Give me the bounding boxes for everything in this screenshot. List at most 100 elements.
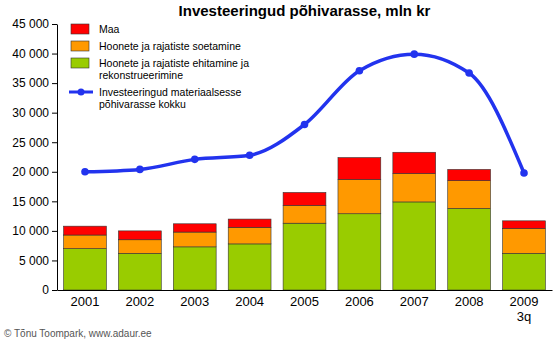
y-tick-mark [52,24,57,25]
x-axis: 2001 2002 2003 2004 2005 2006 2007 2008 20093q [58,290,553,324]
legend-symbol-marker [78,89,85,96]
y-tick: 10 000 [12,224,57,238]
legend-item: Maa [71,23,120,35]
x-tick: 2002 [125,290,154,309]
y-tick: 25 000 [12,136,57,150]
legend-symbol [71,24,89,34]
legend-label: Hoonete ja rajatiste soetamine [99,40,241,52]
x-tick-label: 2005 [290,294,319,309]
line-marker [246,151,254,159]
bar [283,192,326,205]
x-tick-label: 20093q [510,294,539,324]
bar [393,174,436,202]
bar [173,247,216,290]
x-tick-label-line: 3q [517,309,531,324]
bar [118,231,161,240]
y-tick-mark [52,113,57,114]
y-tick-label: 45 000 [12,17,49,31]
bar [338,158,381,180]
y-tick-mark [52,83,57,84]
x-tick: 2006 [345,290,374,309]
bar-series [64,174,546,254]
y-tick-label: 20 000 [12,165,49,179]
y-tick-mark [52,54,57,55]
x-tick: 2004 [235,290,264,309]
bar [228,227,271,244]
x-tick: 20093q [510,290,539,324]
legend-label-line: Maa [99,23,120,35]
legend-item: Hoonete ja rajatiste soetamine [71,40,241,52]
x-tick: 2005 [290,290,319,309]
x-tick-label-line: 2003 [180,294,209,309]
x-tick-label-line: 2006 [345,294,374,309]
y-tick: 30 000 [12,106,57,120]
line-marker [410,50,418,58]
bar [228,244,271,290]
y-tick-mark [52,260,57,261]
x-tick: 2001 [71,290,100,309]
legend-label-line: Investeeringud materiaalsesse [99,86,242,98]
y-tick: 5 000 [19,254,57,268]
line-marker [301,121,309,129]
bar [283,205,326,223]
bar-series [64,202,546,290]
x-tick: 2007 [400,290,429,309]
x-tick-label: 2007 [400,294,429,309]
x-tick: 2008 [455,290,484,309]
y-tick-label: 0 [42,283,49,297]
legend: Maa Hoonete ja rajatiste soetamine Hoonete… [69,23,249,110]
y-tick: 15 000 [12,195,57,209]
bar [338,214,381,290]
bar [64,235,107,249]
x-tick-label: 2003 [180,294,209,309]
x-tick-label: 2006 [345,294,374,309]
bar [228,219,271,227]
bar [503,229,546,254]
x-axis-line [58,290,553,291]
y-tick: 35 000 [12,76,57,90]
bar [173,232,216,247]
y-tick-mark [52,142,57,143]
bar [64,226,107,235]
x-tick-label-line: 2007 [400,294,429,309]
x-tick-label-line: 2001 [71,294,100,309]
legend-label-line: Hoonete ja rajatiste ehitamine ja [99,57,249,69]
x-tick-label: 2004 [235,294,264,309]
y-tick-label: 30 000 [12,106,49,120]
y-tick-mark [52,290,57,291]
legend-label-line: Hoonete ja rajatiste soetamine [99,40,241,52]
y-tick-label: 10 000 [12,224,49,238]
x-tick-label: 2001 [71,294,100,309]
bar [118,240,161,254]
bar [283,223,326,290]
y-axis-line [57,25,58,291]
chart-svg: Investeeringud põhivarasse, mln kr05 000… [0,0,560,342]
bar-series [64,152,546,239]
line-marker [356,67,364,75]
line-marker [465,69,473,77]
x-tick-label-line: 2005 [290,294,319,309]
plot-area [64,50,546,290]
y-tick: 45 000 [12,17,57,31]
bar [393,152,436,173]
bar [448,181,491,209]
y-tick-mark [52,231,57,232]
y-tick-label: 5 000 [19,254,49,268]
line-marker [520,169,528,177]
x-tick-label-line: 2002 [125,294,154,309]
legend-item: Hoonete ja rajatiste ehitamine jarekonst… [71,57,249,81]
legend-label: Maa [99,23,120,35]
y-tick: 20 000 [12,165,57,179]
line-marker [81,168,89,176]
y-tick-mark [52,172,57,173]
legend-label-line: põhivarasse kokku [99,98,186,110]
y-tick-label: 25 000 [12,136,49,150]
bar [503,253,546,290]
line-marker [191,156,199,164]
bar [118,253,161,290]
x-tick-label: 2002 [125,294,154,309]
bar [64,249,107,290]
y-tick-mark [52,201,57,202]
legend-symbol [71,58,89,68]
legend-item: Investeeringud materiaalsessepõhivarasse… [69,86,242,110]
